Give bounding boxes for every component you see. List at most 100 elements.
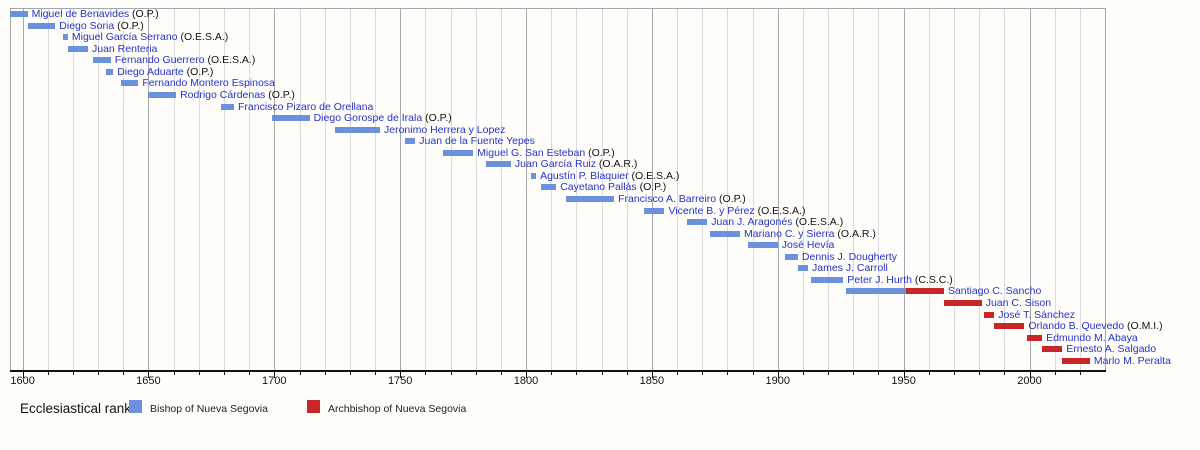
gridline-major: [651, 8, 653, 370]
person-name-link[interactable]: Juan Renteria: [92, 42, 158, 55]
axis-tick-label: 1800: [513, 375, 539, 387]
axis-tick: [979, 372, 981, 375]
person-name-link[interactable]: Fernando Montero Espinosa: [142, 77, 275, 90]
gridline-minor: [626, 8, 628, 370]
gridline-major: [400, 8, 402, 370]
person-name-link[interactable]: Diego Aduarte: [117, 65, 184, 78]
axis-tick: [324, 372, 326, 375]
person-name-link[interactable]: Juan C. Sison: [985, 297, 1052, 309]
legend-label-bishop: Bishop of Nueva Segovia: [150, 403, 268, 415]
gridline-minor: [500, 8, 502, 370]
person-order-suffix: (O.E.S.A.): [177, 31, 229, 44]
gridline-minor: [878, 8, 880, 370]
axis-tick-label: 1650: [136, 375, 161, 387]
person-name-link[interactable]: Agustín P. Blaquier: [540, 169, 629, 182]
person-order-suffix: (O.P.): [183, 65, 214, 78]
axis-tick: [1004, 372, 1006, 375]
gridline-major: [903, 8, 905, 370]
person-name-link[interactable]: Mariano C. y Sierra: [744, 227, 835, 240]
person-name-link[interactable]: James J. Carroll: [812, 262, 888, 275]
person-label: Francisco Pizaro de Orellana: [238, 101, 373, 113]
person-name-link[interactable]: Rodrigo Cárdenas: [180, 88, 266, 101]
axis-tick: [828, 372, 830, 375]
gridline-minor: [375, 8, 376, 370]
legend: Ecclesiastical rank Bishop of Nueva Sego…: [0, 398, 1200, 422]
gridline-minor: [299, 8, 301, 370]
person-label: Edmundo M. Abaya: [1046, 332, 1138, 344]
person-name-link[interactable]: Miguel García Serrano: [71, 31, 178, 44]
term-bar-bishop: [810, 276, 844, 283]
axis-tick: [1029, 372, 1031, 378]
axis-tick: [47, 372, 49, 375]
axis-tick-label: 1850: [639, 375, 665, 387]
axis-tick: [928, 372, 930, 375]
person-name-link[interactable]: Dennis J. Dougherty: [801, 250, 898, 263]
term-bar-bishop: [27, 22, 56, 29]
gridline-major: [22, 8, 24, 370]
gridline-minor: [1054, 8, 1056, 370]
gridline-minor: [224, 8, 225, 370]
person-name-link[interactable]: José T. Sánchez: [998, 308, 1076, 321]
person-label: Agustín P. Blaquier (O.E.S.A.): [540, 170, 679, 182]
person-order-suffix: (O.P.): [422, 112, 452, 124]
person-name-link[interactable]: Diego Soria: [59, 19, 115, 32]
axis-tick: [752, 372, 754, 375]
person-name-link[interactable]: Vicente B. y Pérez: [668, 204, 755, 217]
gridline-minor: [828, 8, 830, 370]
person-name-link[interactable]: Ernesto A. Salgado: [1066, 343, 1157, 356]
person-label: José Hevía: [782, 239, 835, 251]
term-bar-bishop: [797, 265, 808, 272]
term-bar-bishop: [271, 115, 310, 121]
gridline-minor: [123, 8, 125, 370]
person-label: James J. Carroll: [812, 262, 888, 274]
person-name-link[interactable]: Jeronimo Herrera y Lopez: [384, 123, 506, 136]
legend-label-archbishop: Archbishop of Nueva Segovia: [328, 403, 467, 415]
person-name-link[interactable]: Miguel de Benavides: [31, 8, 130, 20]
gridline-minor: [425, 8, 427, 370]
person-name-link[interactable]: Marlo M. Peralta: [1093, 354, 1171, 367]
axis-tick: [1054, 372, 1056, 375]
person-name-link[interactable]: Fernando Guerrero: [114, 54, 205, 67]
person-order-suffix: (O.P.): [114, 19, 144, 32]
person-name-link[interactable]: Orlando B. Quevedo: [1028, 320, 1125, 333]
term-bar-bishop: [687, 219, 708, 226]
person-name-link[interactable]: Santiago C. Sancho: [947, 285, 1042, 298]
person-label: Juan de la Fuente Yepes: [419, 135, 535, 147]
person-name-link[interactable]: Miguel G. San Esteban: [477, 146, 586, 159]
person-name-link[interactable]: Edmundo M. Abaya: [1046, 331, 1138, 344]
axis-tick-label: 1900: [765, 375, 791, 387]
axis-tick-label: 1700: [262, 375, 287, 387]
person-label: Diego Soria (O.P.): [59, 20, 143, 32]
axis-tick: [853, 372, 855, 375]
person-name-link[interactable]: José Hevía: [781, 239, 835, 252]
axis-tick: [727, 372, 729, 375]
person-label: Juan J. Aragonés (O.E.S.A.): [711, 216, 843, 228]
person-name-link[interactable]: Peter J. Hurth: [847, 273, 912, 286]
term-bar-bishop: [845, 288, 907, 295]
person-name-link[interactable]: Juan J. Aragonés: [711, 216, 793, 229]
gridline-minor: [677, 8, 679, 370]
axis-tick: [802, 372, 804, 375]
gridline-major: [148, 8, 150, 370]
gridline-minor: [802, 8, 804, 370]
legend-title: Ecclesiastical rank: [20, 401, 132, 416]
person-label: Miguel G. San Esteban (O.P.): [477, 147, 615, 159]
person-label: Ernesto A. Salgado: [1066, 343, 1156, 355]
person-name-link[interactable]: Diego Gorospe de Irala: [313, 112, 423, 124]
person-name-link[interactable]: Francisco A. Barreiro: [618, 193, 717, 205]
axis-tick: [1079, 372, 1081, 375]
term-bar-archbishop: [1062, 357, 1090, 364]
axis-tick-label: 2000: [1017, 375, 1042, 387]
term-bar-archbishop: [994, 323, 1025, 330]
person-name-link[interactable]: Juan García Ruiz: [514, 158, 597, 171]
term-bar-bishop: [485, 161, 511, 168]
term-bar-bishop: [443, 149, 474, 156]
person-name-link[interactable]: Francisco Pizaro de Orellana: [238, 100, 374, 113]
person-order-suffix: (O.E.S.A.): [792, 216, 844, 229]
gridline-major: [274, 8, 276, 370]
person-name-link[interactable]: Juan de la Fuente Yepes: [419, 135, 535, 148]
person-name-link[interactable]: Cayetano Pallás: [560, 181, 637, 194]
gridline-minor: [72, 8, 74, 370]
term-bar-archbishop: [984, 311, 995, 318]
axis-tick: [450, 372, 452, 375]
